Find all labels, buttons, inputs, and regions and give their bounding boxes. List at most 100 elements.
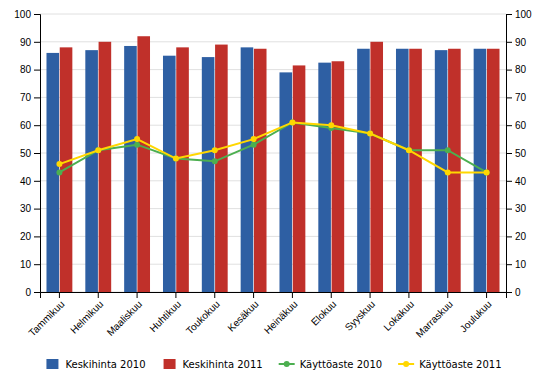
line-series bbox=[56, 119, 489, 175]
y2-tick-mark bbox=[506, 153, 512, 154]
marker bbox=[56, 161, 62, 167]
y-tick-mark bbox=[34, 42, 40, 43]
x-tick-label: Maaliskuu bbox=[105, 298, 145, 338]
marker bbox=[367, 131, 373, 137]
x-tick-mark bbox=[137, 292, 138, 298]
y-tick-mark bbox=[34, 181, 40, 182]
legend-item: Keskihinta 2010 bbox=[46, 359, 145, 370]
x-axis: TammikuuHelmikuuMaaliskuuHuhtikuuToukoku… bbox=[26, 292, 506, 340]
grid bbox=[40, 14, 506, 292]
y2-tick-label: 20 bbox=[515, 231, 527, 242]
x-tick-mark bbox=[486, 292, 487, 298]
y2-tick-mark bbox=[506, 42, 512, 43]
marker bbox=[406, 147, 412, 153]
legend-marker bbox=[284, 361, 290, 367]
y2-tick-label: 60 bbox=[515, 120, 527, 131]
y-tick: 0 bbox=[25, 287, 40, 298]
marker bbox=[56, 169, 62, 175]
x-tick-mark bbox=[214, 292, 215, 298]
marker bbox=[484, 169, 490, 175]
legend-label: Keskihinta 2011 bbox=[183, 359, 263, 370]
marker bbox=[251, 136, 257, 142]
x-tick-label: Tammikuu bbox=[26, 298, 66, 338]
y2-tick: 0 bbox=[506, 287, 521, 298]
legend-label: Keskihinta 2010 bbox=[65, 359, 145, 370]
y-axis: 0102030405060708090100 bbox=[14, 9, 40, 298]
y2-tick-mark bbox=[506, 292, 512, 293]
legend-item: Keskihinta 2011 bbox=[164, 359, 263, 370]
x-tick-label: Elokuu bbox=[309, 298, 338, 327]
x-tick-label: Toukokuu bbox=[184, 298, 222, 336]
x-tick: Kesäkuu bbox=[225, 292, 260, 334]
bar bbox=[254, 49, 267, 292]
x-tick-label: Syyskuu bbox=[343, 298, 378, 333]
y2-tick: 50 bbox=[506, 148, 527, 159]
bar bbox=[357, 49, 370, 292]
y2-tick-label: 10 bbox=[515, 259, 527, 270]
y-tick-mark bbox=[34, 14, 40, 15]
x-tick: Marraskuu bbox=[414, 292, 455, 340]
y2-tick-mark bbox=[506, 209, 512, 210]
bar bbox=[370, 42, 383, 292]
y2-tick-label: 30 bbox=[515, 203, 527, 214]
chart: TammikuuHelmikuuMaaliskuuHuhtikuuToukoku… bbox=[0, 0, 546, 376]
x-tick-mark bbox=[59, 292, 60, 298]
marker bbox=[173, 156, 179, 162]
y-tick-label: 100 bbox=[14, 9, 31, 20]
y2-tick-mark bbox=[506, 97, 512, 98]
y2-tick-label: 70 bbox=[515, 92, 527, 103]
y2-tick-mark bbox=[506, 125, 512, 126]
x-tick-label: Heinäkuu bbox=[262, 298, 300, 336]
y2-tick-mark bbox=[506, 181, 512, 182]
x-tick: Syyskuu bbox=[343, 292, 378, 333]
y-tick-label: 0 bbox=[25, 287, 31, 298]
marker bbox=[445, 147, 451, 153]
x-tick: Maaliskuu bbox=[105, 292, 145, 338]
bar bbox=[176, 47, 189, 292]
bar bbox=[396, 49, 409, 292]
y2-tick-mark bbox=[506, 236, 512, 237]
y-tick-mark bbox=[34, 70, 40, 71]
y-tick: 40 bbox=[20, 176, 40, 187]
marks bbox=[46, 36, 499, 292]
y2-tick: 100 bbox=[506, 9, 532, 20]
y-tick-mark bbox=[34, 125, 40, 126]
legend-swatch bbox=[164, 359, 176, 369]
y2-tick: 10 bbox=[506, 259, 527, 270]
x-tick-mark bbox=[370, 292, 371, 298]
legend-swatch bbox=[46, 359, 58, 369]
y2-tick-mark bbox=[506, 264, 512, 265]
marker bbox=[328, 122, 334, 128]
legend-item: Käyttöaste 2010 bbox=[279, 359, 382, 370]
legend-label: Käyttöaste 2010 bbox=[300, 359, 382, 370]
marker bbox=[289, 119, 295, 125]
x-tick-mark bbox=[331, 292, 332, 298]
y-tick: 30 bbox=[20, 203, 40, 214]
bar bbox=[163, 56, 176, 292]
x-tick-label: Huhtikuu bbox=[147, 298, 183, 334]
marker bbox=[134, 142, 140, 148]
legend: Keskihinta 2010 Keskihinta 2011 Käyttöaste… bbox=[46, 359, 501, 370]
bar bbox=[448, 49, 461, 292]
legend-marker bbox=[403, 361, 409, 367]
bar bbox=[137, 36, 150, 292]
x-tick-label: Joulukuu bbox=[458, 298, 494, 334]
marker bbox=[95, 147, 101, 153]
x-tick-mark bbox=[447, 292, 448, 298]
y2-tick-label: 100 bbox=[515, 9, 532, 20]
y2-tick-mark bbox=[506, 70, 512, 71]
y-tick-label: 60 bbox=[20, 120, 32, 131]
y2-tick: 60 bbox=[506, 120, 527, 131]
y-tick-label: 30 bbox=[20, 203, 32, 214]
marker bbox=[251, 142, 257, 148]
bar bbox=[487, 49, 500, 292]
x-tick: Toukokuu bbox=[184, 292, 222, 336]
y-tick-label: 40 bbox=[20, 176, 32, 187]
marker bbox=[406, 147, 412, 153]
y2-tick: 40 bbox=[506, 176, 527, 187]
bar bbox=[85, 50, 98, 292]
bar bbox=[318, 63, 331, 292]
bar bbox=[202, 57, 215, 292]
y-tick-label: 10 bbox=[20, 259, 32, 270]
x-tick: Lokakuu bbox=[381, 292, 416, 333]
